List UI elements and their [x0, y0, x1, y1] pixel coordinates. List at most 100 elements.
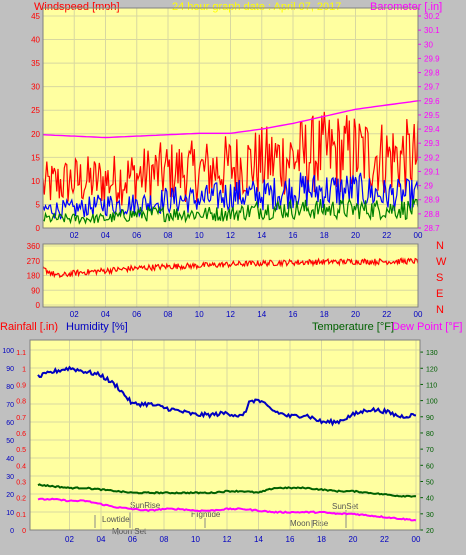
rain-y-tick: 1: [22, 366, 26, 373]
temp-y-tick: 110: [426, 382, 437, 389]
dir-x-tick: 18: [320, 310, 329, 319]
rain-y-tick: 0.7: [16, 415, 26, 422]
wind-x-tick: 04: [101, 231, 110, 240]
baro-y-tick: 29.8: [424, 69, 440, 78]
baro-y-tick: 28.9: [424, 196, 440, 205]
temp-y-tick: 50: [426, 479, 434, 486]
baro-y-tick: 29: [424, 182, 433, 191]
rain-x-tick: 02: [65, 535, 74, 544]
dir-x-tick: 00: [414, 310, 423, 319]
baro-y-tick: 29.4: [424, 125, 440, 134]
rain-y-tick: 0.4: [16, 463, 26, 470]
wind-x-tick: 08: [164, 231, 173, 240]
temp-y-tick: 60: [426, 463, 434, 470]
temp-y-tick: 70: [426, 447, 434, 454]
rain-x-tick: 22: [380, 535, 389, 544]
barometer-label: Barometer [.in]: [370, 1, 442, 13]
wind-y-tick: 30: [31, 83, 40, 92]
rain-y-tick: 0.5: [16, 447, 26, 454]
rain-panel-frame: [29, 339, 421, 531]
dir-y-tick: 0: [36, 301, 41, 310]
humidity-y-tick: 80: [6, 384, 14, 391]
moonset-label: Moon Set: [112, 527, 147, 536]
wind-series-average: [42, 172, 419, 220]
direction-letter-e: E: [436, 288, 443, 300]
rain-x-tick: 20: [349, 535, 358, 544]
baro-y-tick: 29.1: [424, 167, 440, 176]
dir-x-tick: 02: [70, 310, 79, 319]
hightide-label: Hightide: [191, 510, 221, 519]
rain-x-tick: 16: [286, 535, 295, 544]
rain-y-tick: 0.9: [16, 382, 26, 389]
baro-y-tick: 30.1: [424, 26, 440, 35]
direction-line: [42, 257, 419, 279]
wind-x-tick: 12: [226, 231, 235, 240]
dir-x-tick: 22: [382, 310, 391, 319]
dir-panel-frame: [42, 243, 419, 308]
temp-y-tick: 90: [426, 415, 434, 422]
dewpoint-label: Dew Point [°F]: [392, 321, 462, 333]
dir-x-tick: 04: [101, 310, 110, 319]
temp-y-tick: 80: [426, 431, 434, 438]
direction-letter-n-bottom: N: [436, 304, 444, 316]
rain-x-tick: 08: [160, 535, 169, 544]
humidity-y-tick: 90: [6, 366, 14, 373]
rainfall-label: Rainfall [.in): [0, 321, 58, 333]
wind-panel-frame: [42, 7, 419, 229]
wind-x-tick: 22: [382, 231, 391, 240]
humidity-y-tick: 50: [6, 438, 14, 445]
wind-y-tick: 0: [36, 224, 41, 233]
humidity-y-tick: 60: [6, 420, 14, 427]
wind-x-tick: 00: [414, 231, 423, 240]
wind-x-tick: 14: [257, 231, 266, 240]
rain-x-tick: 00: [412, 535, 421, 544]
barometer-line: [42, 100, 419, 139]
humidity-y-tick: 0: [10, 528, 14, 535]
lowtide-label: Lowtide: [102, 515, 130, 524]
wind-y-tick: 5: [36, 200, 41, 209]
wind-y-tick: 40: [31, 36, 40, 45]
humidity-label: Humidity [%]: [66, 321, 128, 333]
dir-x-tick: 06: [132, 310, 141, 319]
direction-letter-w: W: [436, 256, 447, 268]
dir-x-tick: 14: [257, 310, 266, 319]
dir-y-tick: 360: [27, 242, 41, 251]
wind-x-tick: 10: [195, 231, 204, 240]
humidity-y-tick: 10: [6, 510, 14, 517]
humidity-y-tick: 30: [6, 474, 14, 481]
windspeed-label: Windspeed [mph]: [34, 1, 120, 13]
dir-y-tick: 270: [27, 257, 41, 266]
wind-series-gust: [42, 111, 419, 206]
dir-x-tick: 20: [351, 310, 360, 319]
baro-y-tick: 29.6: [424, 97, 440, 106]
rain-y-tick: 0.1: [16, 512, 26, 519]
sunrise-label: SunRise: [130, 501, 161, 510]
wind-y-tick: 35: [31, 59, 40, 68]
rain-x-tick: 14: [254, 535, 263, 544]
dir-y-tick: 180: [27, 272, 41, 281]
series-temperature: [37, 483, 417, 498]
baro-y-tick: 30: [424, 40, 433, 49]
humidity-y-tick: 70: [6, 402, 14, 409]
wind-y-tick: 10: [31, 177, 40, 186]
rain-y-tick: 0.3: [16, 479, 26, 486]
humidity-y-tick: 40: [6, 456, 14, 463]
wind-y-tick: 45: [31, 12, 40, 21]
rain-x-tick: 06: [128, 535, 137, 544]
rain-y-tick: 0.2: [16, 496, 26, 503]
wind-x-tick: 06: [132, 231, 141, 240]
baro-y-tick: 28.8: [424, 210, 440, 219]
baro-y-tick: 29.7: [424, 83, 440, 92]
wind-x-tick: 02: [70, 231, 79, 240]
sunset-label: SunSet: [332, 502, 359, 511]
temp-y-tick: 100: [426, 399, 438, 406]
wind-y-tick: 20: [31, 130, 40, 139]
baro-y-tick: 30.2: [424, 12, 440, 21]
rain-x-tick: 12: [223, 535, 232, 544]
direction-letter-s: S: [436, 272, 443, 284]
temp-y-tick: 30: [426, 512, 434, 519]
wind-x-tick: 18: [320, 231, 329, 240]
rain-y-tick: 1.1: [16, 350, 26, 357]
graph-title: 24 hour graph date : April 07, 2017: [172, 1, 341, 13]
